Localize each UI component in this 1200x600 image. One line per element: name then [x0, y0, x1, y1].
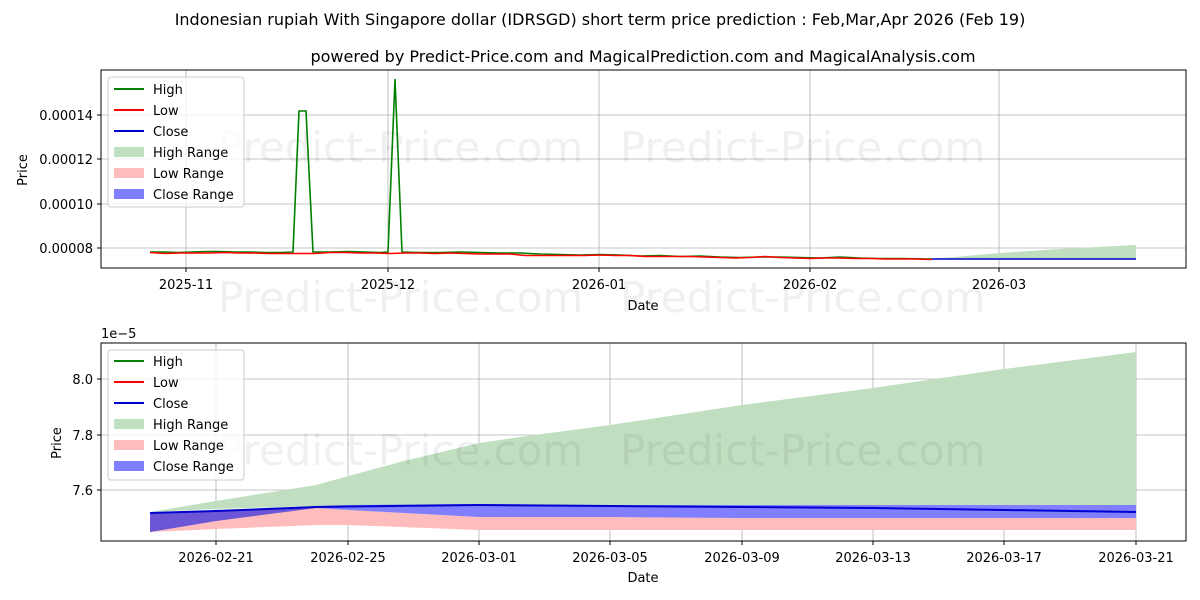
legend-label: Low — [153, 376, 179, 391]
y-tick-label: 0.00014 — [39, 109, 93, 124]
y-axis-label: Price — [50, 427, 65, 459]
close-low-overlap-area — [150, 508, 316, 532]
y-tick-label: 7.6 — [72, 484, 93, 499]
top-legend: High Low Close High Range Low Range Clos… — [107, 76, 245, 208]
watermark: Predict-Price.com — [218, 273, 583, 322]
y-tick-label: 7.8 — [72, 429, 93, 444]
legend-swatch-close-range — [114, 189, 144, 199]
bottom-axes-frame — [100, 342, 1187, 542]
legend-label: Close — [153, 125, 188, 140]
legend-swatch-high-range — [114, 147, 144, 157]
y-scale-offset-label: 1e−5 — [101, 327, 136, 342]
y-axis-label: Price — [16, 154, 31, 186]
legend-label: Close Range — [153, 460, 234, 475]
x-axis-label: Date — [627, 299, 658, 314]
top-x-ticks — [185, 268, 1000, 272]
bottom-chart: Predict-Price.com Predict-Price.com 1e−5… — [50, 327, 1187, 586]
chart-title: Indonesian rupiah With Singapore dollar … — [174, 10, 1026, 29]
top-axes-frame — [100, 69, 1187, 269]
legend-label: Close Range — [153, 188, 234, 203]
x-tick-label: 2026-03-13 — [835, 551, 911, 566]
legend-label: Low Range — [153, 167, 224, 182]
legend-label: Low — [153, 104, 179, 119]
bottom-y-ticks — [97, 378, 101, 491]
x-tick-label: 2026-01 — [572, 278, 626, 293]
bottom-legend: High Low Close High Range Low Range Clos… — [107, 349, 245, 481]
x-tick-label: 2026-03-05 — [572, 551, 648, 566]
x-tick-label: 2026-02-21 — [178, 551, 254, 566]
x-tick-label: 2026-03-09 — [704, 551, 780, 566]
watermark: Predict-Price.com — [620, 426, 985, 475]
x-tick-label: 2026-03-01 — [441, 551, 517, 566]
x-tick-label: 2026-03 — [972, 278, 1026, 293]
x-tick-label: 2026-02 — [783, 278, 837, 293]
watermark: Predict-Price.com — [620, 273, 985, 322]
y-tick-label: 0.00008 — [39, 242, 93, 257]
top-low-line — [149, 251, 933, 261]
x-axis-label: Date — [627, 571, 658, 586]
legend-swatch-low-range — [114, 168, 144, 178]
legend-swatch-high-range — [114, 419, 144, 429]
legend-label: High — [153, 83, 183, 98]
y-tick-label: 8.0 — [72, 373, 93, 388]
close-range-area — [150, 504, 1136, 532]
legend-swatch-low-range — [114, 440, 144, 450]
watermark: Predict-Price.com — [218, 123, 583, 172]
top-chart: Predict-Price.com Predict-Price.com Pred… — [16, 69, 1187, 322]
low-range-area — [150, 508, 1136, 532]
y-tick-label: 0.00012 — [39, 153, 93, 168]
top-y-ticks — [97, 114, 101, 249]
x-tick-label: 2026-02-25 — [310, 551, 386, 566]
watermark: Predict-Price.com — [218, 426, 583, 475]
y-tick-label: 0.00010 — [39, 198, 93, 213]
top-high-range-area — [932, 245, 1136, 259]
x-tick-label: 2026-03-17 — [966, 551, 1042, 566]
watermark: Predict-Price.com — [620, 123, 985, 172]
x-tick-label: 2025-11 — [159, 278, 213, 293]
high-range-area — [150, 352, 1136, 512]
chart-subtitle: powered by Predict-Price.com and Magical… — [310, 47, 976, 66]
bottom-x-ticks — [215, 541, 1137, 545]
legend-label: Low Range — [153, 439, 224, 454]
x-tick-label: 2025-12 — [361, 278, 415, 293]
legend-label: High Range — [153, 418, 228, 433]
legend-swatch-close-range — [114, 461, 144, 471]
close-line — [149, 503, 1137, 514]
x-tick-label: 2026-03-21 — [1098, 551, 1174, 566]
legend-label: High — [153, 355, 183, 370]
legend-label: High Range — [153, 146, 228, 161]
legend-label: Close — [153, 397, 188, 412]
